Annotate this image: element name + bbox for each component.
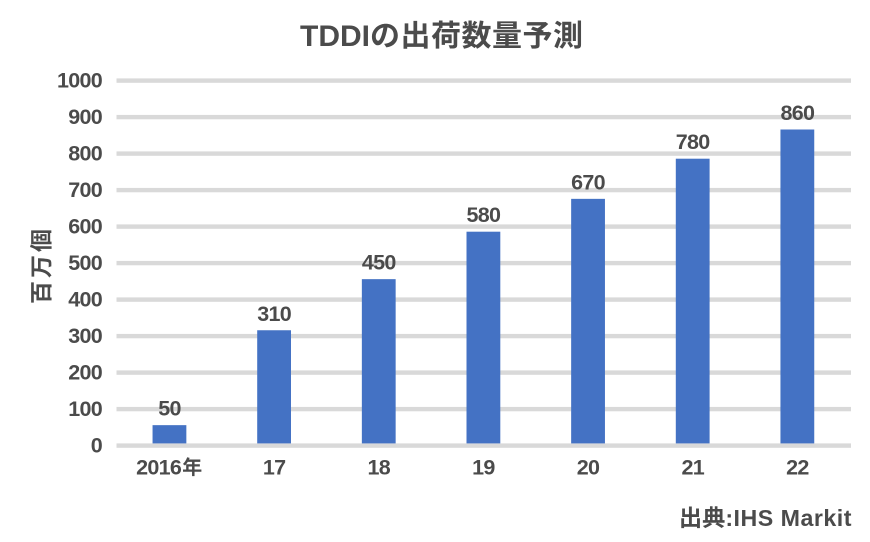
svg-text:800: 800 bbox=[68, 142, 103, 166]
svg-text:600: 600 bbox=[68, 215, 103, 239]
svg-text:780: 780 bbox=[676, 130, 711, 154]
svg-text:100: 100 bbox=[68, 397, 103, 421]
svg-text:TDDI: TDDI bbox=[300, 20, 370, 53]
svg-text:0: 0 bbox=[91, 434, 103, 458]
svg-text:670: 670 bbox=[571, 170, 606, 194]
svg-text:900: 900 bbox=[68, 105, 103, 129]
svg-text:860: 860 bbox=[780, 101, 815, 125]
svg-text:500: 500 bbox=[68, 251, 103, 275]
svg-text:2016: 2016 bbox=[136, 455, 182, 479]
svg-text:17: 17 bbox=[263, 455, 286, 479]
svg-text:22: 22 bbox=[786, 455, 809, 479]
svg-text:700: 700 bbox=[68, 178, 103, 202]
svg-text:580: 580 bbox=[467, 203, 502, 227]
svg-text:1000: 1000 bbox=[57, 69, 103, 93]
svg-text::IHS Markit: :IHS Markit bbox=[725, 505, 852, 531]
svg-text:200: 200 bbox=[68, 361, 103, 385]
svg-text:20: 20 bbox=[577, 455, 600, 479]
svg-text:18: 18 bbox=[367, 455, 390, 479]
svg-text:310: 310 bbox=[257, 302, 292, 326]
svg-text:400: 400 bbox=[68, 288, 103, 312]
svg-text:50: 50 bbox=[158, 397, 181, 421]
svg-text:19: 19 bbox=[472, 455, 495, 479]
svg-text:21: 21 bbox=[681, 455, 704, 479]
svg-text:450: 450 bbox=[362, 251, 397, 275]
svg-text:300: 300 bbox=[68, 324, 103, 348]
